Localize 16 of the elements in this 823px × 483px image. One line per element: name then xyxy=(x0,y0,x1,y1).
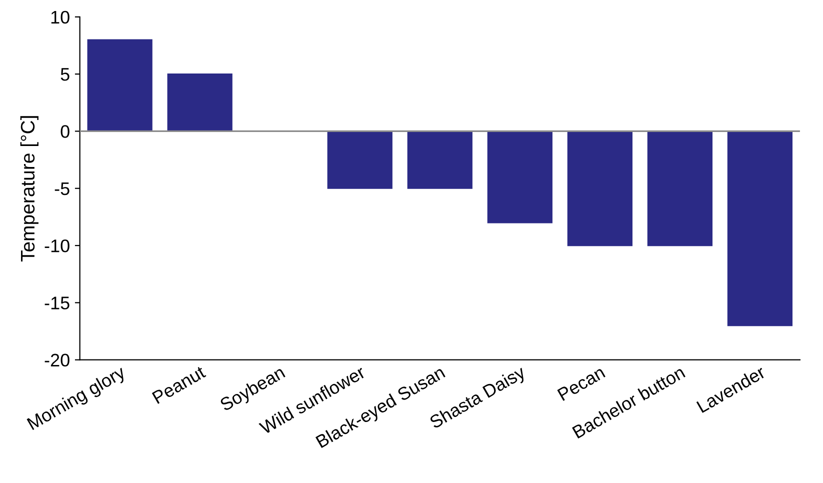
y-axis-title: Temperature [°C] xyxy=(20,116,38,262)
bar xyxy=(407,130,472,189)
bar xyxy=(727,130,793,326)
y-tick-label: 0 xyxy=(60,125,70,138)
y-tick-label: -20 xyxy=(44,354,70,367)
bar xyxy=(647,130,712,246)
y-tick-label: -5 xyxy=(54,182,70,196)
bar xyxy=(567,130,632,246)
bar xyxy=(487,130,552,224)
bar xyxy=(167,74,232,132)
y-tick-label: -15 xyxy=(44,296,70,310)
y-tick-label: 10 xyxy=(51,10,70,24)
y-tick-label: -10 xyxy=(44,239,70,252)
y-tick-label: 5 xyxy=(60,68,70,81)
bar xyxy=(87,39,152,132)
bar xyxy=(327,130,392,189)
